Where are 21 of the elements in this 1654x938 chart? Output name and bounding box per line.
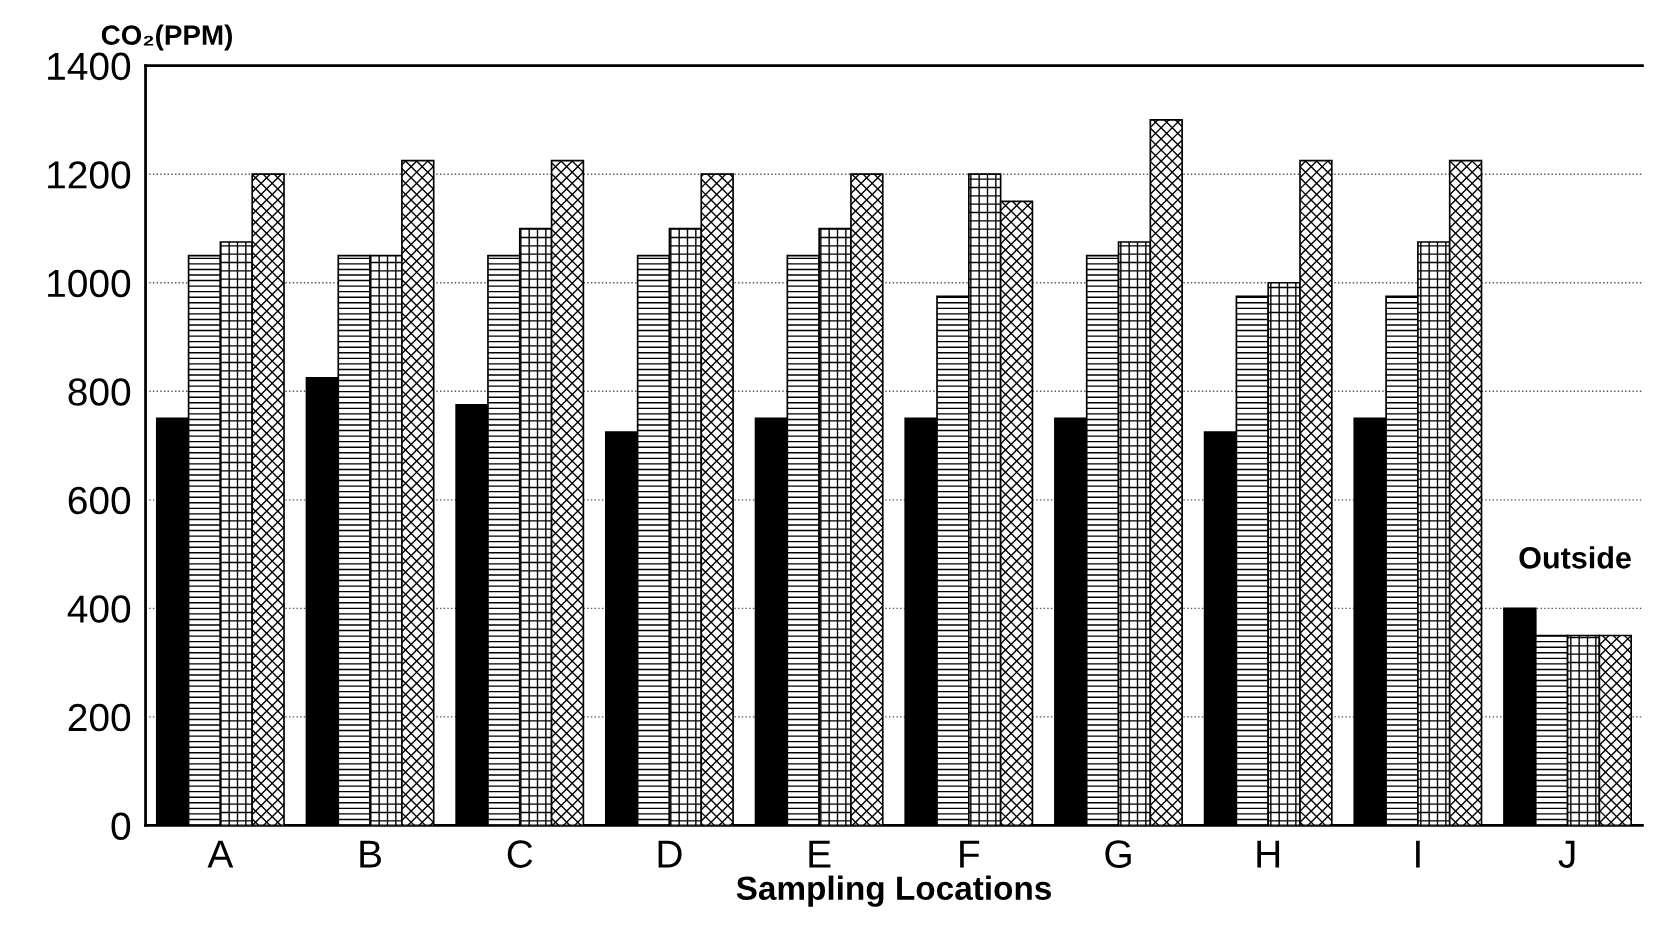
y-tick-label: 1200 xyxy=(48,161,131,189)
x-tick-label: G xyxy=(1105,840,1131,868)
y-axis-title: CO₂(PPM) xyxy=(101,24,232,51)
y-tick-label: 800 xyxy=(68,378,131,406)
y-tick-label: 1400 xyxy=(48,52,131,81)
x-tick-label: C xyxy=(507,840,533,868)
x-tick-label: F xyxy=(960,840,980,868)
y-tick-label: 400 xyxy=(67,595,131,623)
x-tick-label: H xyxy=(1257,840,1280,868)
x-tick-label: E xyxy=(809,840,831,868)
x-tick-label: D xyxy=(658,840,682,868)
y-tick-label: 600 xyxy=(68,486,131,515)
x-axis-title: Sampling Locations xyxy=(736,875,1051,907)
annotation: Outside xyxy=(1519,546,1631,569)
y-tick-label: 200 xyxy=(68,703,131,732)
y-tick-label: 0 xyxy=(111,812,131,840)
y-tick-label: 1000 xyxy=(48,269,131,298)
x-tick-label: J xyxy=(1558,840,1575,868)
x-tick-label: A xyxy=(207,840,234,868)
x-tick-label: B xyxy=(360,840,381,868)
x-tick-label: I xyxy=(1416,840,1420,868)
